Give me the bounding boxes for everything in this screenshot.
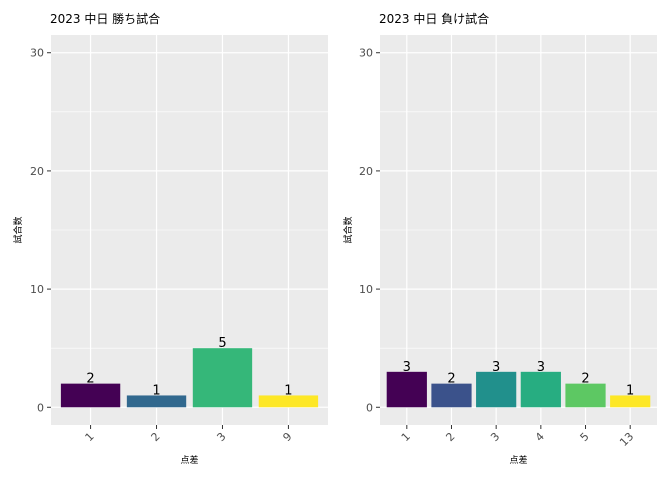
bar xyxy=(386,371,427,408)
y-tick-label: 0 xyxy=(37,401,44,414)
bar xyxy=(476,371,517,408)
panel-wins: 2023 中日 勝ち試合 点差 試合数 0 10 20 30 2 1 5 1 1 2 3 9 xyxy=(12,11,328,466)
x-tick-label: 2 xyxy=(149,430,163,444)
y-tick-label: 30 xyxy=(30,47,44,60)
panel-losses: 2023 中日 負け試合 点差 試合数 0 10 20 30 3 2 3 3 2 1 1 2 3 4 5 13 xyxy=(342,11,657,466)
data-label: 1 xyxy=(152,383,160,398)
x-tick-label: 9 xyxy=(280,430,294,444)
data-label: 5 xyxy=(218,336,226,351)
bar xyxy=(258,395,319,408)
x-tick-label: 3 xyxy=(488,430,502,444)
x-axis-title: 点差 xyxy=(180,454,198,466)
x-tick-label: 2 xyxy=(443,430,457,444)
y-tick-label: 20 xyxy=(30,165,44,178)
bar xyxy=(431,383,472,408)
bar xyxy=(126,395,187,408)
x-tick-label: 1 xyxy=(399,430,413,444)
data-label: 2 xyxy=(581,372,589,387)
data-label: 3 xyxy=(537,360,545,375)
y-tick-label: 0 xyxy=(366,401,373,414)
chart-title: 2023 中日 勝ち試合 xyxy=(50,11,160,26)
y-tick-label: 10 xyxy=(30,283,44,296)
x-tick-label: 3 xyxy=(214,430,228,444)
x-axis-title: 点差 xyxy=(509,454,527,466)
bar xyxy=(610,395,651,408)
x-tick-label: 4 xyxy=(533,430,547,444)
bar xyxy=(192,348,253,408)
chart-title: 2023 中日 負け試合 xyxy=(379,11,489,26)
bar xyxy=(520,371,561,408)
data-label: 2 xyxy=(447,372,455,387)
data-label: 3 xyxy=(403,360,411,375)
x-tick-label: 13 xyxy=(617,430,636,449)
y-axis-title: 試合数 xyxy=(342,216,354,243)
bar xyxy=(565,383,606,408)
data-label: 1 xyxy=(626,383,634,398)
y-tick-label: 20 xyxy=(359,165,373,178)
x-tick-label: 1 xyxy=(83,430,97,444)
x-tick-label: 5 xyxy=(577,430,591,444)
bar xyxy=(60,383,121,408)
y-tick-label: 30 xyxy=(359,47,373,60)
data-label: 3 xyxy=(492,360,500,375)
y-tick-label: 10 xyxy=(359,283,373,296)
data-label: 2 xyxy=(86,372,94,387)
y-axis-title: 試合数 xyxy=(12,216,24,243)
data-label: 1 xyxy=(284,383,292,398)
